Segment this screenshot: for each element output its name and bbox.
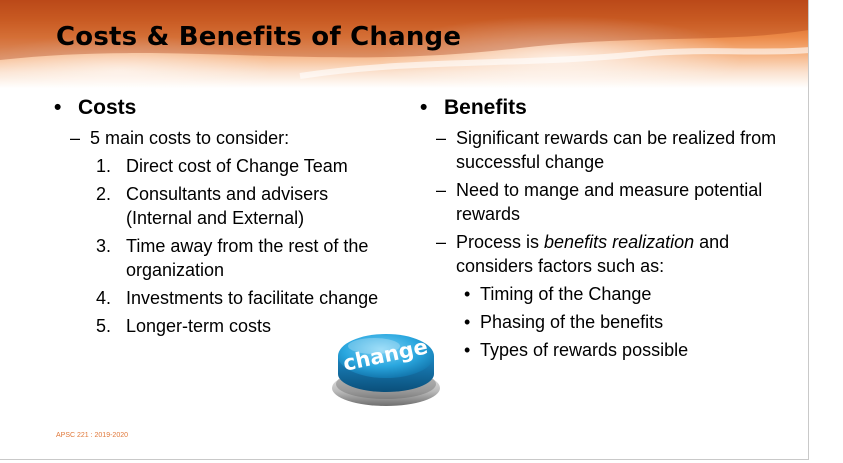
factor-text: Types of rewards possible xyxy=(480,340,689,360)
bullet-icon: • xyxy=(464,284,471,304)
item-text: Direct cost of Change Team xyxy=(126,156,348,176)
list-item: 1. Direct cost of Change Team xyxy=(96,154,384,178)
banner-swoosh xyxy=(0,0,808,79)
list-item: 3. Time away from the rest of the organi… xyxy=(96,234,384,282)
costs-heading: Costs xyxy=(78,96,137,119)
benefit-point: – Significant rewards can be realized fr… xyxy=(436,126,800,174)
change-button-image: change xyxy=(328,316,444,408)
benefits-heading-row: • Benefits xyxy=(420,96,800,120)
item-number: 1. xyxy=(96,156,112,176)
item-number: 3. xyxy=(96,236,112,256)
item-number: 5. xyxy=(96,316,112,336)
item-text: Consultants and advisers (Internal and E… xyxy=(126,184,329,228)
bullet-icon: • xyxy=(464,312,471,332)
bullet-icon: • xyxy=(464,340,471,360)
dash-icon: – xyxy=(436,180,447,200)
list-item: 4. Investments to facilitate change xyxy=(96,286,384,310)
dash-icon: – xyxy=(436,232,447,252)
process-text: Process is benefits realization and cons… xyxy=(456,230,800,278)
process-suffix: and considers factors such as: xyxy=(456,232,730,276)
factor-text: Timing of the Change xyxy=(480,284,652,304)
item-text: Investments to facilitate change xyxy=(126,288,379,308)
slide: Costs & Benefits of Change • Costs – 5 m… xyxy=(0,0,809,460)
costs-heading-row: • Costs xyxy=(54,96,384,120)
factor-text: Phasing of the benefits xyxy=(480,312,664,332)
factor-item: • Timing of the Change xyxy=(464,282,800,306)
list-item: 5. Longer-term costs xyxy=(96,314,384,338)
process-emphasis: benefits realization xyxy=(544,232,695,252)
benefit-point: – Need to mange and measure potential re… xyxy=(436,178,800,226)
factor-item: • Types of rewards possible xyxy=(464,338,800,362)
process-prefix: Process is xyxy=(456,232,545,252)
benefits-heading: Benefits xyxy=(444,96,527,119)
slide-title: Costs & Benefits of Change xyxy=(56,22,462,52)
list-item: 2. Consultants and advisers (Internal an… xyxy=(96,182,384,230)
item-text: Time away from the rest of the organizat… xyxy=(126,236,369,280)
benefit-point-text: Need to mange and measure potential rewa… xyxy=(456,180,763,224)
costs-column: • Costs – 5 main costs to consider: 1. D… xyxy=(54,96,384,342)
benefits-column: • Benefits – Significant rewards can be … xyxy=(420,96,800,366)
costs-intro-row: – 5 main costs to consider: xyxy=(70,126,384,150)
costs-intro: 5 main costs to consider: xyxy=(90,128,290,148)
benefit-point-process: – Process is benefits realization and co… xyxy=(436,230,800,278)
title-banner xyxy=(0,0,808,88)
factor-item: • Phasing of the benefits xyxy=(464,310,800,334)
bullet-icon: • xyxy=(54,96,62,119)
change-button-graphic: change xyxy=(332,334,440,406)
benefit-point-text: Significant rewards can be realized from… xyxy=(456,128,777,172)
bullet-icon: • xyxy=(420,96,428,119)
item-number: 2. xyxy=(96,184,112,204)
item-text: Longer-term costs xyxy=(126,316,272,336)
item-number: 4. xyxy=(96,288,112,308)
dash-icon: – xyxy=(436,128,447,148)
slide-footer: APSC 221 : 2019-2020 xyxy=(56,432,128,439)
dash-icon: – xyxy=(70,128,81,148)
costs-list: 1. Direct cost of Change Team 2. Consult… xyxy=(54,154,384,338)
